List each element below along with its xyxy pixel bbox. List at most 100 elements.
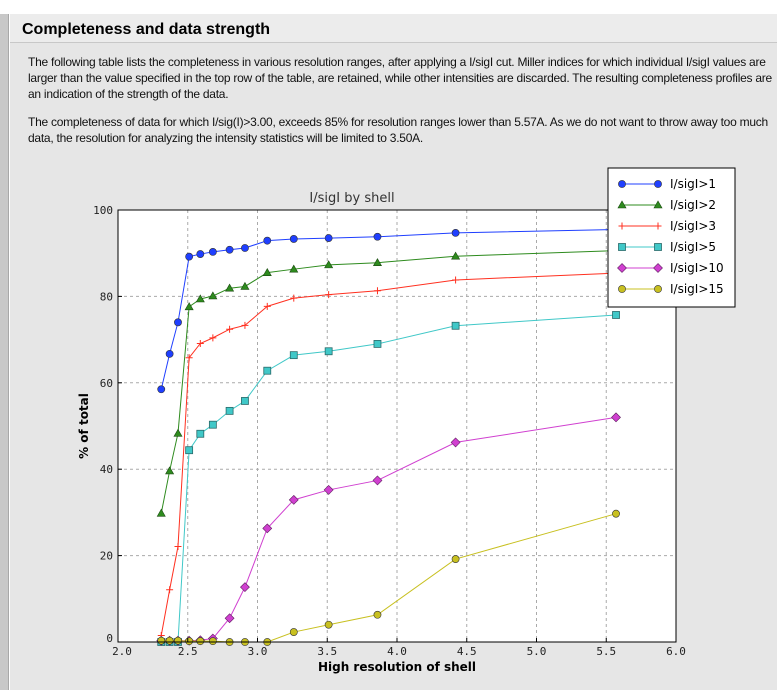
data-point [184,302,194,311]
data-point [324,620,333,629]
data-point [324,234,333,242]
legend-label: I/sigI>1 [670,177,716,191]
series-I/sigI>2 [156,246,621,517]
data-point [373,340,382,348]
data-point [263,236,272,245]
x-tick-label: 6.0 [666,645,686,658]
data-point [373,287,381,295]
data-point [241,397,249,405]
data-point [612,509,620,518]
data-point [450,437,461,448]
data-point [196,339,204,347]
data-point [173,428,183,437]
legend-marker [654,285,662,293]
data-point [290,294,298,302]
data-point [452,276,460,284]
y-tick-label: 80 [100,290,113,303]
data-point [166,586,174,594]
data-point [225,245,234,254]
data-point [612,311,620,319]
data-point [225,406,234,415]
y-tick-label: 40 [100,463,113,476]
x-tick-label: 3.0 [248,645,268,658]
data-point [373,232,382,241]
y-tick-label: 20 [100,550,113,563]
data-point [241,321,249,329]
data-point [224,613,235,624]
data-point [165,466,175,475]
x-tick-label: 5.5 [596,645,616,658]
series-line [160,272,617,636]
data-point [451,228,460,237]
legend-marker [617,200,627,209]
description-block: The following table lists the completene… [28,54,774,146]
data-point [262,523,273,534]
legend-marker [654,222,662,230]
legend: I/sigI>1 I/sigI>2 I/sigI>3 I/sigI>5 I/sigI>1… [607,167,736,308]
data-point [208,420,217,429]
legend-marker [654,180,662,188]
legend-label: I/sigI>2 [670,198,716,212]
data-point [185,354,193,362]
data-point [325,291,333,299]
data-point [240,582,250,593]
data-point [323,485,334,495]
series-line [160,250,617,514]
description-paragraph: The following table lists the completene… [28,55,772,101]
left-scrollbar[interactable] [0,14,9,690]
series-line [161,314,617,643]
legend-marker [653,200,663,209]
legend-label: I/sigI>3 [670,219,716,233]
legend-marker [653,263,663,273]
legend-box [607,167,736,308]
data-point [195,294,205,303]
legend-marker [618,285,626,293]
section-title: Completeness and data strength [22,21,271,38]
x-tick-label: 4.0 [387,645,407,658]
y-tick-label: 0 [106,632,113,645]
legend-marker [618,180,626,188]
data-point [240,281,250,290]
data-point [208,291,218,300]
data-point [165,636,174,645]
data-point [157,385,166,394]
data-point [262,268,272,276]
summary-paragraph: The completeness of data for which I/sig… [28,115,768,145]
data-point [289,235,298,243]
data-point [208,248,217,256]
data-point [373,610,382,619]
y-axis-label: % of total [77,393,91,459]
data-point [226,325,234,333]
data-point [185,252,194,261]
data-point [209,334,217,342]
section-header: Completeness and data strength [10,14,777,43]
legend-marker [654,243,662,251]
x-tick-label: 5.0 [527,645,547,658]
data-point [372,475,383,486]
data-point [289,264,299,273]
data-point [156,508,166,517]
data-point [225,283,235,292]
legend-label: I/sigI>10 [670,261,724,275]
y-tick-label: 100 [93,204,113,217]
legend-marker [617,263,627,273]
data-point [165,349,174,358]
x-tick-label: 2.0 [112,645,132,658]
y-tick-label: 60 [100,377,113,390]
data-point [611,412,621,423]
x-tick-label: 4.5 [457,645,477,658]
legend-label: I/sigI>15 [670,282,724,296]
data-point [263,366,272,375]
data-point [324,347,333,356]
data-point [174,636,182,645]
x-tick-label: 3.5 [317,645,337,658]
data-point [174,543,182,551]
data-point [372,258,382,267]
legend-marker [618,243,626,251]
x-tick-label: 2.5 [178,645,198,658]
data-point [289,628,298,636]
data-point [241,244,249,252]
legend-marker [618,222,626,230]
data-point [289,351,298,360]
